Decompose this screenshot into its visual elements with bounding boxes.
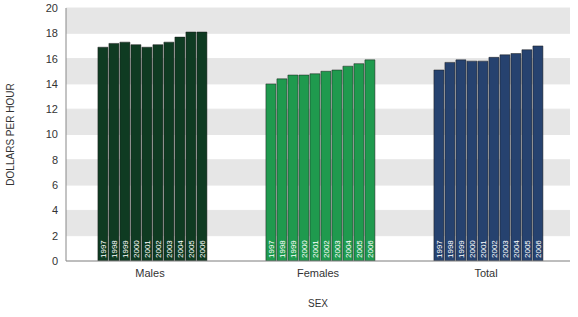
svg-text:4: 4 [52, 204, 58, 216]
svg-text:2003: 2003 [501, 240, 510, 258]
svg-text:2006: 2006 [198, 240, 207, 258]
svg-text:1997: 1997 [99, 240, 108, 258]
svg-text:1999: 1999 [121, 240, 130, 258]
svg-text:16: 16 [46, 53, 58, 65]
svg-text:Total: Total [474, 267, 497, 279]
svg-text:DOLLARS PER HOUR: DOLLARS PER HOUR [8, 83, 16, 185]
svg-text:2005: 2005 [523, 240, 532, 258]
svg-text:1997: 1997 [435, 240, 444, 258]
svg-text:6: 6 [52, 179, 58, 191]
svg-text:2004: 2004 [344, 240, 353, 258]
svg-text:1998: 1998 [278, 240, 287, 258]
svg-text:1998: 1998 [110, 240, 119, 258]
svg-text:1997: 1997 [267, 240, 276, 258]
svg-text:18: 18 [46, 27, 58, 39]
svg-text:0: 0 [52, 255, 58, 267]
svg-text:2004: 2004 [176, 240, 185, 258]
svg-text:10: 10 [46, 128, 58, 140]
svg-text:2001: 2001 [479, 240, 488, 258]
svg-text:2004: 2004 [512, 240, 521, 258]
svg-text:2003: 2003 [165, 240, 174, 258]
svg-text:2000: 2000 [468, 240, 477, 258]
svg-text:2002: 2002 [490, 240, 499, 258]
svg-text:1999: 1999 [289, 240, 298, 258]
svg-text:2002: 2002 [322, 240, 331, 258]
svg-text:12: 12 [46, 103, 58, 115]
svg-text:2000: 2000 [300, 240, 309, 258]
svg-text:SEX: SEX [308, 298, 328, 309]
svg-text:2000: 2000 [132, 240, 141, 258]
svg-text:2006: 2006 [534, 240, 543, 258]
svg-text:14: 14 [46, 78, 58, 90]
svg-text:20: 20 [46, 2, 58, 14]
svg-text:1998: 1998 [446, 240, 455, 258]
svg-text:Males: Males [135, 267, 165, 279]
svg-text:2001: 2001 [311, 240, 320, 258]
svg-text:2003: 2003 [333, 240, 342, 258]
svg-text:Females: Females [297, 267, 340, 279]
svg-text:2005: 2005 [355, 240, 364, 258]
svg-text:2005: 2005 [187, 240, 196, 258]
svg-text:2: 2 [52, 230, 58, 242]
svg-text:1999: 1999 [457, 240, 466, 258]
svg-text:2002: 2002 [154, 240, 163, 258]
svg-text:2001: 2001 [143, 240, 152, 258]
svg-text:8: 8 [52, 154, 58, 166]
svg-text:2006: 2006 [366, 240, 375, 258]
